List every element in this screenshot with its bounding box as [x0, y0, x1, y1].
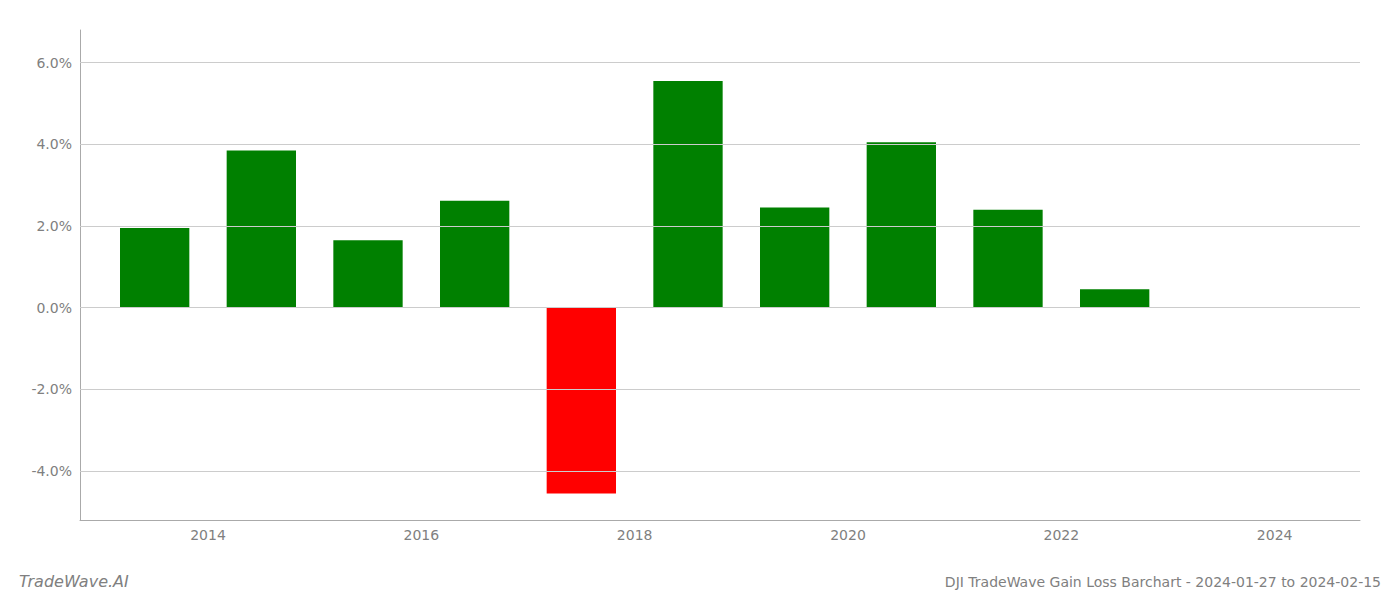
svg-text:4.0%: 4.0% [36, 136, 72, 152]
svg-text:TradeWave.AI: TradeWave.AI [19, 572, 129, 591]
svg-text:2016: 2016 [404, 527, 440, 543]
svg-text:-4.0%: -4.0% [31, 463, 72, 479]
svg-text:-2.0%: -2.0% [31, 381, 72, 397]
svg-text:2024: 2024 [1257, 527, 1293, 543]
svg-text:DJI TradeWave Gain Loss Barcha: DJI TradeWave Gain Loss Barchart - 2024-… [945, 574, 1381, 590]
svg-text:6.0%: 6.0% [36, 55, 72, 71]
svg-text:2022: 2022 [1044, 527, 1080, 543]
svg-text:2.0%: 2.0% [36, 218, 72, 234]
svg-text:2014: 2014 [190, 527, 226, 543]
svg-text:0.0%: 0.0% [36, 300, 72, 316]
svg-text:2018: 2018 [617, 527, 653, 543]
svg-text:2020: 2020 [830, 527, 866, 543]
